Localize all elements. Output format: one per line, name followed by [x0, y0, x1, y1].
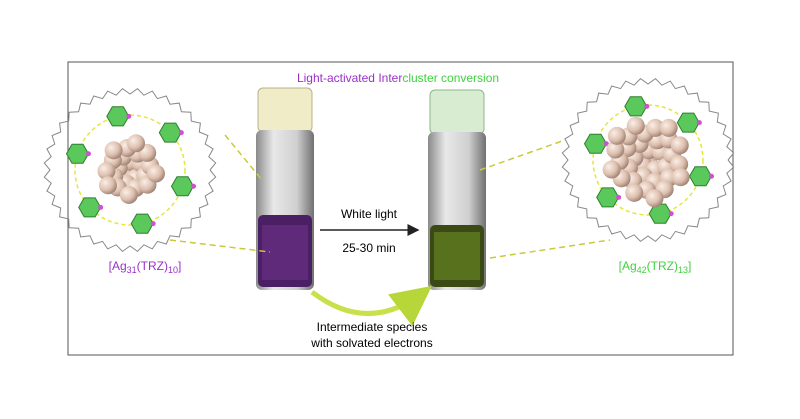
atom [616, 194, 622, 200]
formula-part: (TRZ) [137, 259, 168, 273]
formula-part: [Ag [109, 259, 127, 273]
vial-right [428, 89, 486, 290]
formula-part: 13 [678, 265, 688, 275]
silver-atom [127, 134, 146, 153]
triazole [65, 143, 90, 164]
intermediate-label: with solvated electrons [310, 336, 432, 350]
formula-part: ] [688, 259, 691, 273]
silver-atom [119, 185, 138, 204]
silver-atom [670, 155, 689, 174]
atom [668, 211, 674, 217]
arrow-label: White light [341, 207, 398, 221]
atom [709, 173, 715, 179]
ligand-ring [592, 104, 704, 216]
arrow-label: 25-30 min [342, 241, 395, 255]
atom [98, 204, 104, 210]
silver-atom [606, 140, 625, 159]
silver-atom [659, 118, 678, 137]
formula-part: 42 [637, 265, 647, 275]
dashed-link [489, 239, 611, 259]
atom [191, 183, 197, 189]
silver-atom [671, 168, 690, 187]
ligand-chain [561, 77, 735, 243]
silver-atom [607, 126, 626, 145]
formula-part: 31 [127, 265, 137, 275]
triazole [676, 112, 700, 133]
atom [150, 221, 156, 227]
title-part: Light-activated Inter [297, 71, 402, 85]
triazole [130, 213, 154, 234]
triazole [106, 106, 130, 127]
right-formula: [Ag42(TRZ)13] [619, 259, 692, 275]
silver-atom [146, 164, 165, 183]
silver-atom [602, 160, 621, 179]
dashed-link [169, 239, 271, 253]
silver-atom [626, 116, 645, 135]
triazole [688, 166, 713, 187]
triazole [583, 133, 608, 154]
silver-atom [625, 183, 644, 202]
cluster-model [561, 77, 735, 243]
atom [644, 103, 650, 109]
formula-part: 10 [168, 265, 178, 275]
silver-atom [98, 176, 117, 195]
atom [178, 130, 184, 136]
formula-part: ] [178, 259, 181, 273]
cluster-model [43, 87, 217, 253]
triazole [78, 197, 102, 218]
left-formula: [Ag31(TRZ)10] [109, 259, 182, 275]
title: Light-activated Intercluster conversion [297, 71, 499, 85]
triazole [158, 122, 182, 143]
silver-atom [645, 189, 664, 208]
atom [126, 113, 132, 119]
silver-atom [670, 136, 689, 155]
triazole [596, 187, 620, 208]
ligand-ring [74, 114, 186, 226]
triazole [624, 96, 648, 117]
silver-atom [97, 161, 116, 180]
triazole [648, 203, 672, 224]
ligand-chain [43, 87, 217, 253]
formula-part: [Ag [619, 259, 637, 273]
formula-part: (TRZ) [647, 259, 678, 273]
triazole [170, 176, 195, 197]
intermediate-arrow [310, 285, 432, 327]
silver-atom [646, 118, 665, 137]
atom [696, 120, 702, 126]
title-part: cluster conversion [402, 71, 499, 85]
dashed-link [479, 139, 566, 171]
vial-left [256, 87, 314, 290]
atom [85, 151, 91, 157]
silver-atom [104, 141, 123, 160]
intermediate-label: Intermediate species [317, 320, 428, 334]
